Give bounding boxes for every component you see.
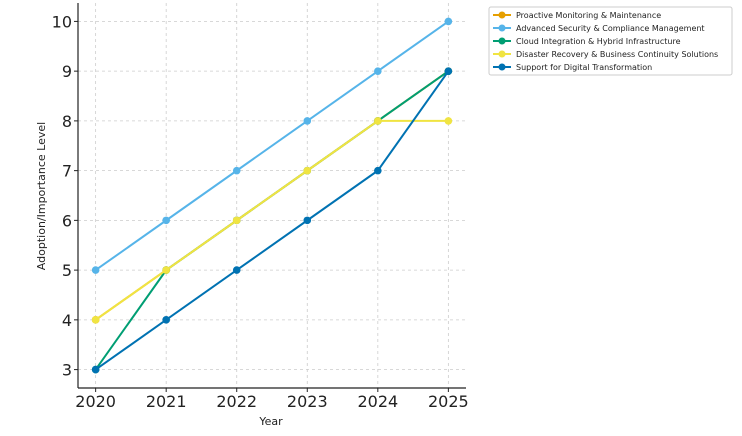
data-point	[374, 67, 382, 75]
data-point	[232, 166, 241, 175]
data-point	[91, 316, 100, 324]
data-point	[444, 67, 453, 75]
legend-label: Cloud Integration & Hybrid Infrastructur…	[516, 37, 681, 46]
legend-item: Support for Digital Transformation	[493, 63, 652, 72]
legend-label: Support for Digital Transformation	[516, 63, 652, 72]
series-2	[91, 17, 453, 274]
legend: Proactive Monitoring & Maintenance Advanc…	[488, 6, 733, 76]
y-tick-label: 7	[62, 162, 72, 181]
legend-item: Disaster Recovery & Business Continuity …	[493, 50, 718, 59]
x-tick-label: 2022	[216, 392, 257, 411]
y-tick-label: 6	[62, 211, 72, 230]
series-line	[95, 20, 449, 271]
y-tick-label: 3	[62, 361, 72, 380]
data-point	[303, 117, 312, 125]
axes	[77, 3, 466, 389]
data-point	[162, 316, 170, 324]
y-tick-label: 10	[52, 12, 72, 31]
legend-marker	[498, 24, 506, 32]
legend-marker	[498, 50, 506, 58]
legend-label: Proactive Monitoring & Maintenance	[516, 11, 661, 20]
data-point	[374, 117, 382, 125]
y-axis-title: Adoption/Importance Level	[35, 122, 48, 270]
x-tick-label: 2025	[428, 392, 469, 411]
series-layer	[91, 17, 453, 374]
x-tick-label: 2024	[357, 392, 398, 411]
grid	[78, 3, 466, 388]
data-point	[444, 17, 453, 26]
legend-box	[488, 6, 733, 76]
legend-item: Advanced Security & Compliance Managemen…	[493, 24, 705, 33]
legend-marker	[498, 63, 506, 71]
data-point	[162, 266, 170, 274]
y-tick-label: 8	[62, 112, 72, 131]
data-point	[91, 365, 100, 374]
data-point	[91, 266, 100, 274]
legend-label: Advanced Security & Compliance Managemen…	[516, 24, 705, 33]
y-tick-label: 5	[62, 261, 72, 280]
ticks: 2020 2021 2022 2023 2024 2025 3 4 5 6 7 8 9 10	[52, 12, 469, 411]
legend-item: Cloud Integration & Hybrid Infrastructur…	[493, 37, 681, 46]
x-tick-label: 2023	[287, 392, 328, 411]
data-point	[303, 216, 312, 225]
legend-item: Proactive Monitoring & Maintenance	[493, 11, 661, 20]
x-axis-title: Year	[258, 415, 283, 428]
legend-marker	[498, 37, 506, 45]
x-tick-label: 2021	[146, 392, 187, 411]
y-tick-label: 4	[62, 311, 72, 330]
y-tick-label: 9	[62, 62, 72, 81]
data-point	[162, 216, 170, 225]
x-tick-label: 2020	[75, 392, 116, 411]
data-point	[232, 216, 241, 225]
series-line	[95, 119, 449, 321]
data-point	[444, 117, 453, 125]
legend-marker	[498, 11, 506, 19]
legend-label: Disaster Recovery & Business Continuity …	[516, 50, 718, 59]
series-4	[91, 117, 453, 324]
data-point	[374, 166, 382, 175]
series-5	[91, 67, 453, 374]
data-point	[303, 166, 312, 175]
series-line	[95, 70, 450, 371]
data-point	[232, 266, 241, 274]
